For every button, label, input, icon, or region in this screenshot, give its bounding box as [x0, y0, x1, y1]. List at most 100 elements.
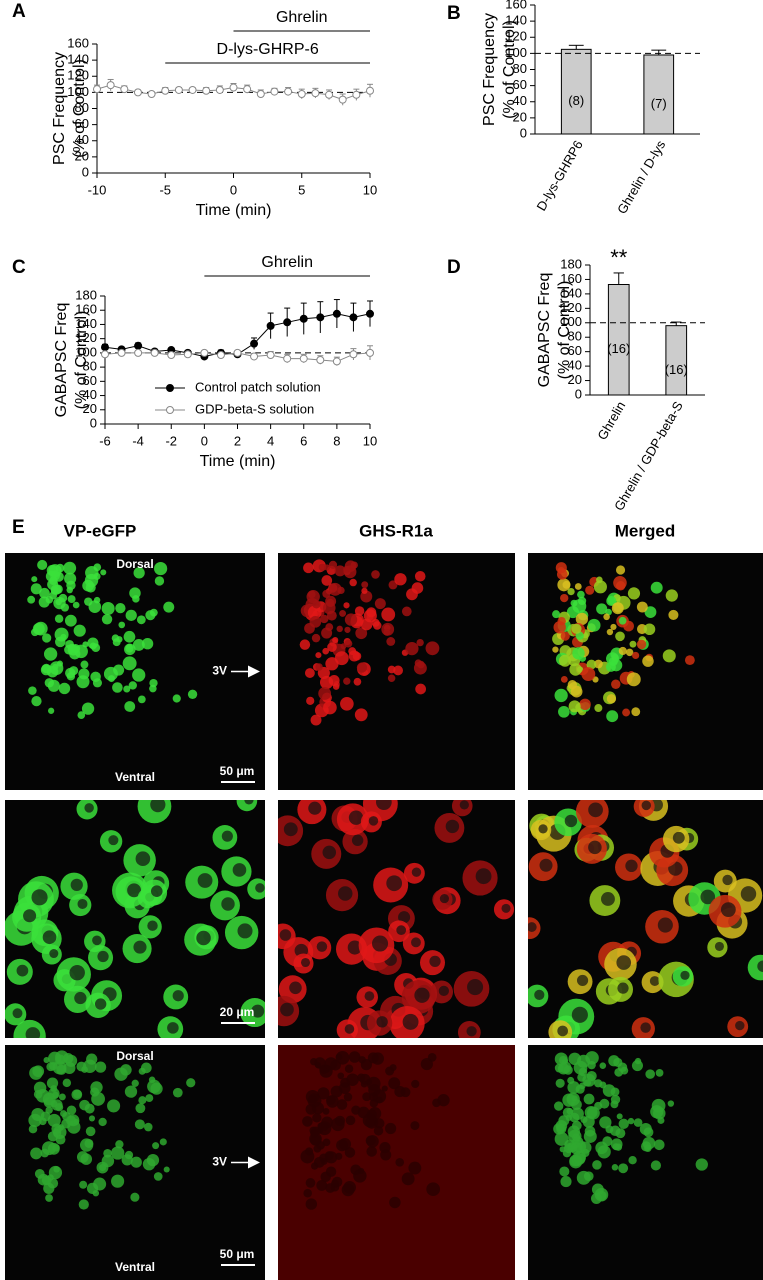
cell: [339, 609, 347, 617]
cell: [172, 1087, 183, 1098]
cell: [76, 1151, 89, 1163]
orientation-label: Dorsal: [116, 1049, 153, 1063]
cell: [633, 1118, 643, 1127]
y-tick-label: 100: [505, 45, 527, 60]
cell: [414, 570, 426, 582]
n-label: (8): [568, 93, 584, 108]
cell: [627, 587, 641, 600]
cell: [609, 1125, 621, 1136]
y-tick-label: 120: [67, 68, 89, 83]
cell: [60, 603, 70, 612]
cell: [125, 609, 137, 621]
data-point: [338, 95, 347, 104]
cell: [187, 689, 198, 699]
cell: [587, 618, 601, 632]
cell: [334, 565, 346, 577]
cell: [322, 1107, 330, 1115]
cell: [96, 1161, 109, 1174]
cell: [625, 648, 634, 657]
legend-marker: [166, 384, 174, 392]
cell: [152, 1142, 160, 1150]
cells: [528, 553, 763, 790]
y-tick-label: 60: [568, 343, 582, 358]
cell: [366, 1076, 381, 1091]
cell: [639, 1122, 652, 1136]
nucleus: [466, 1026, 477, 1037]
nucleus: [445, 819, 460, 834]
cell: [346, 1073, 359, 1086]
cell: [124, 1085, 138, 1098]
data-point: [366, 309, 374, 318]
cell: [73, 1118, 80, 1125]
nucleus: [316, 941, 328, 952]
cell: [318, 687, 332, 700]
y-tick-label: 160: [67, 35, 89, 50]
cell: [93, 1177, 107, 1191]
nucleus: [283, 822, 298, 837]
cells: [528, 800, 763, 1038]
cell: [606, 595, 617, 606]
cell: [305, 1090, 320, 1104]
y-tick-label: 140: [560, 285, 582, 300]
cell: [93, 572, 101, 580]
nucleus: [564, 814, 578, 828]
cell: [73, 624, 86, 637]
cell: [103, 1149, 112, 1158]
nucleus: [251, 1004, 265, 1018]
y-tick-label: 40: [83, 387, 97, 402]
cell: [325, 595, 337, 607]
cell: [627, 1117, 635, 1125]
nucleus: [414, 987, 430, 1003]
nucleus: [150, 885, 163, 897]
cell: [89, 642, 97, 650]
data-point: [120, 85, 129, 94]
cell: [343, 677, 351, 685]
cell: [348, 1051, 361, 1063]
cell: [337, 1072, 345, 1080]
cell: [48, 1051, 62, 1065]
cell: [643, 623, 656, 636]
data-point: [349, 313, 358, 322]
cell: [388, 580, 398, 590]
cell: [322, 647, 330, 655]
cell: [149, 608, 158, 617]
cell: [335, 1152, 343, 1161]
cell: [73, 1089, 82, 1099]
y-tick-label: 80: [75, 100, 89, 115]
cell: [348, 647, 357, 656]
nucleus: [77, 898, 88, 909]
cell: [354, 708, 368, 722]
cell: [145, 1094, 154, 1103]
nucleus: [680, 970, 690, 980]
y-tick-label: 80: [83, 359, 97, 374]
cell: [636, 601, 648, 613]
cell: [88, 1115, 96, 1122]
cell: [592, 1160, 602, 1170]
cell: [610, 1100, 619, 1109]
treatment-label: Ghrelin: [276, 9, 328, 26]
nucleus: [720, 902, 736, 917]
cell: [94, 1061, 107, 1073]
y-tick-label: 140: [75, 316, 97, 331]
data-point: [299, 354, 308, 363]
cell: [120, 1064, 132, 1076]
nucleus: [25, 1027, 41, 1038]
nucleus: [617, 982, 629, 994]
nucleus: [539, 858, 553, 872]
y-tick-label: 180: [560, 256, 582, 271]
cell: [67, 595, 76, 604]
cell: [133, 567, 145, 579]
cell: [555, 1078, 565, 1088]
y-tick-label: 20: [513, 109, 527, 124]
cell: [90, 1087, 100, 1097]
cell: [47, 707, 55, 714]
cell: [343, 1092, 353, 1102]
nucleus: [538, 824, 548, 834]
nucleus: [588, 840, 602, 855]
cell: [316, 1179, 328, 1191]
cell: [626, 672, 641, 687]
nucleus: [588, 802, 603, 818]
nucleus: [576, 974, 589, 987]
cell: [67, 644, 79, 656]
cell: [410, 1121, 420, 1131]
